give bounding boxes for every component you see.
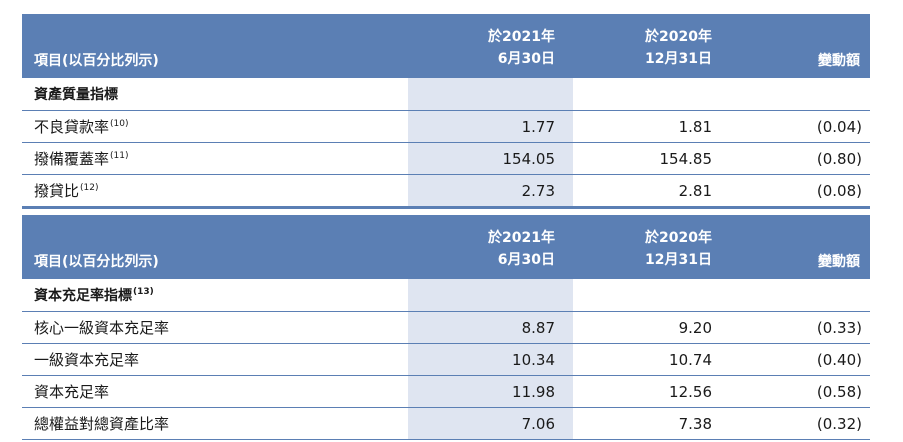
change-value: (0.80): [730, 142, 870, 175]
dec-2020-column-header: 於2020年 12月31日: [573, 215, 730, 279]
asset-quality-table: 項目(以百分比列示) 於2021年 6月30日 於2020年 12月31日 變動…: [22, 14, 870, 209]
header-year-2021: 於2021年: [488, 230, 555, 246]
value-2020: 154.85: [573, 142, 730, 175]
table-row: 資本充足率 11.98 12.56 (0.58): [22, 375, 870, 408]
row-label: 撥備覆蓋率(11): [22, 142, 408, 175]
change-value: (0.08): [730, 174, 870, 209]
table-header: 項目(以百分比列示) 於2021年 6月30日 於2020年 12月31日 變動…: [22, 14, 870, 78]
header-date-jun30: 6月30日: [497, 51, 555, 67]
value-2021: 8.87: [408, 311, 573, 344]
value-2021: 154.05: [408, 142, 573, 175]
jun-2021-column-header: 於2021年 6月30日: [408, 215, 573, 279]
value-2021: 1.77: [408, 110, 573, 143]
change-value: (0.04): [730, 110, 870, 143]
change-value: (0.40): [730, 343, 870, 376]
footnote-ref: (11): [110, 151, 129, 161]
change-value: (0.58): [730, 375, 870, 408]
header-date-dec31: 12月31日: [645, 51, 712, 67]
value-2020: 10.74: [573, 343, 730, 376]
item-column-header: 項目(以百分比列示): [22, 14, 408, 78]
table-row: 一級資本充足率 10.34 10.74 (0.40): [22, 343, 870, 376]
change-value: (0.32): [730, 407, 870, 440]
section-row: 資本充足率指標(13): [22, 279, 870, 312]
header-year-2020: 於2020年: [645, 29, 712, 45]
row-label: 不良貸款率(10): [22, 110, 408, 143]
table-row: 核心一級資本充足率 8.87 9.20 (0.33): [22, 311, 870, 344]
row-label: 資本充足率: [22, 375, 408, 408]
dec-2020-column-header: 於2020年 12月31日: [573, 14, 730, 78]
footnote-ref: (12): [80, 183, 99, 193]
value-2021: 2.73: [408, 174, 573, 209]
row-label: 總權益對總資產比率: [22, 407, 408, 440]
table-row: 撥備覆蓋率(11) 154.05 154.85 (0.80): [22, 142, 870, 175]
footnote-ref: (13): [133, 287, 154, 297]
item-column-header: 項目(以百分比列示): [22, 215, 408, 279]
value-2020: 2.81: [573, 174, 730, 209]
value-2021: 11.98: [408, 375, 573, 408]
section-title: 資本充足率指標(13): [22, 279, 408, 312]
header-date-dec31: 12月31日: [645, 252, 712, 268]
row-label: 核心一級資本充足率: [22, 311, 408, 344]
table-header: 項目(以百分比列示) 於2021年 6月30日 於2020年 12月31日 變動…: [22, 215, 870, 279]
row-label: 一級資本充足率: [22, 343, 408, 376]
change-value: (0.33): [730, 311, 870, 344]
section-row: 資產質量指標: [22, 78, 870, 111]
change-column-header: 變動額: [730, 14, 870, 78]
value-2021: 7.06: [408, 407, 573, 440]
value-2021: 10.34: [408, 343, 573, 376]
jun-2021-column-header: 於2021年 6月30日: [408, 14, 573, 78]
table-row: 撥貸比(12) 2.73 2.81 (0.08): [22, 174, 870, 209]
header-year-2021: 於2021年: [488, 29, 555, 45]
row-label: 撥貸比(12): [22, 174, 408, 209]
table-row: 總權益對總資產比率 7.06 7.38 (0.32): [22, 407, 870, 440]
capital-adequacy-table: 項目(以百分比列示) 於2021年 6月30日 於2020年 12月31日 變動…: [22, 215, 870, 440]
footnote-ref: (10): [110, 119, 129, 129]
header-year-2020: 於2020年: [645, 230, 712, 246]
change-column-header: 變動額: [730, 215, 870, 279]
header-date-jun30: 6月30日: [497, 252, 555, 268]
table-row: 不良貸款率(10) 1.77 1.81 (0.04): [22, 110, 870, 143]
value-2020: 7.38: [573, 407, 730, 440]
value-2020: 1.81: [573, 110, 730, 143]
value-2020: 9.20: [573, 311, 730, 344]
section-title: 資產質量指標: [22, 78, 408, 111]
value-2020: 12.56: [573, 375, 730, 408]
